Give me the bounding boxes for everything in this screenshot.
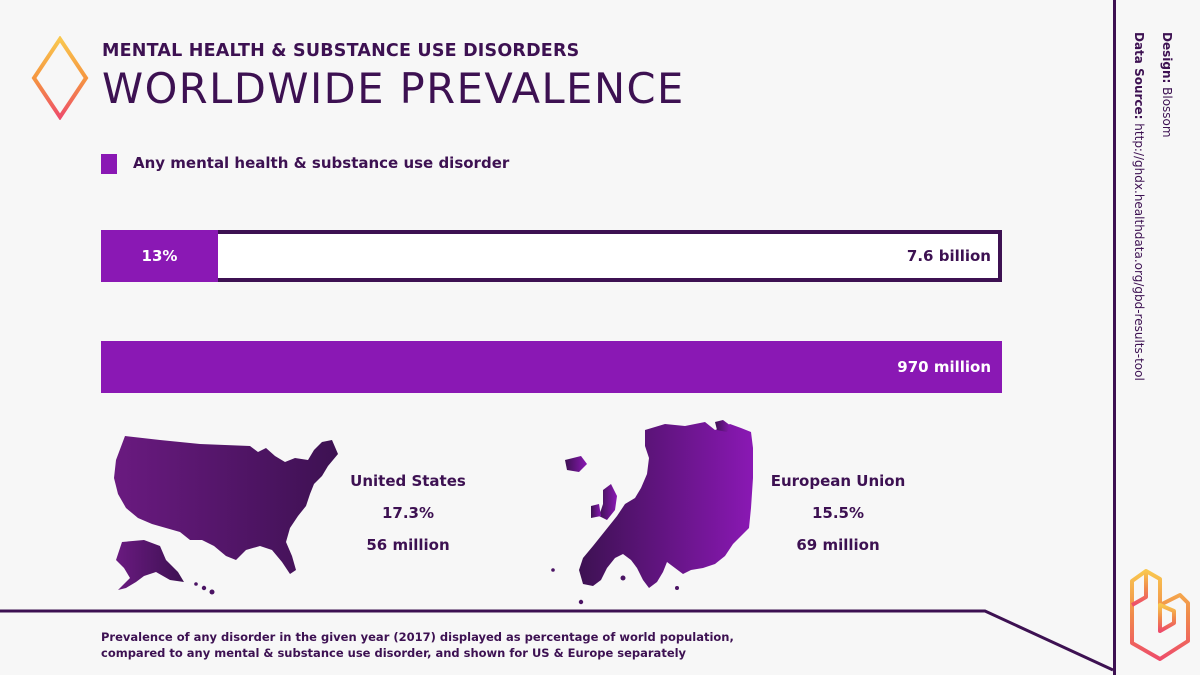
region-us-count: 56 million bbox=[366, 536, 450, 554]
bar-world-population bbox=[101, 230, 1002, 282]
footnote: Prevalence of any disorder in the given … bbox=[101, 630, 734, 660]
region-us-name: United States bbox=[350, 472, 466, 490]
legend-label: Any mental health & substance use disord… bbox=[133, 154, 510, 172]
eu-map-icon bbox=[551, 420, 753, 605]
diamond-logo-icon bbox=[31, 36, 89, 120]
blossom-logo-icon bbox=[1130, 569, 1190, 661]
page-subtitle: MENTAL HEALTH & SUBSTANCE USE DISORDERS bbox=[102, 41, 580, 61]
legend-swatch bbox=[101, 154, 117, 174]
us-map-icon bbox=[114, 436, 338, 595]
page-title: WORLDWIDE PREVALENCE bbox=[102, 64, 685, 113]
data-source-label: Data Source: bbox=[1132, 32, 1146, 120]
sidebar-divider bbox=[1113, 0, 1116, 675]
data-source-url: http://ghdx.healthdata.org/gbd-results-t… bbox=[1132, 123, 1146, 381]
bar-world-total-label: 7.6 billion bbox=[906, 247, 991, 265]
region-eu-name: European Union bbox=[770, 472, 906, 490]
data-source-credit: Data Source: http://ghdx.healthdata.org/… bbox=[1132, 32, 1146, 381]
region-eu-count: 69 million bbox=[796, 536, 880, 554]
design-credit-value: Blossom bbox=[1160, 87, 1174, 138]
bar-world-percent-label: 13% bbox=[141, 247, 178, 265]
footer-divider bbox=[0, 609, 1114, 672]
bar-disorder-count bbox=[101, 341, 1002, 393]
design-credit-label: Design: bbox=[1160, 32, 1174, 84]
design-credit: Design: Blossom bbox=[1160, 32, 1174, 138]
region-eu-percent: 15.5% bbox=[811, 504, 865, 522]
bar-disorder-value-label: 970 million bbox=[897, 358, 991, 376]
bar-world-fill bbox=[101, 230, 218, 282]
region-us-percent: 17.3% bbox=[381, 504, 435, 522]
